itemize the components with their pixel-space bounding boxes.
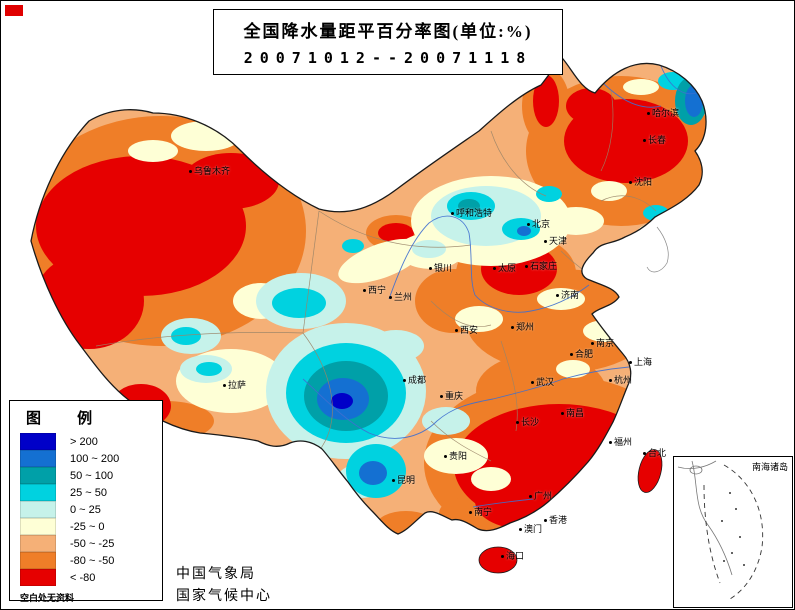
legend-range-label: 50 ~ 100 bbox=[70, 469, 114, 482]
legend-color-swatch bbox=[20, 484, 56, 501]
legend-color-swatch bbox=[20, 569, 56, 586]
legend-range-label: -50 ~ -25 bbox=[70, 537, 115, 550]
legend-range-label: < -80 bbox=[70, 571, 96, 584]
legend-range-label: -80 ~ -50 bbox=[70, 554, 115, 567]
legend-color-swatch bbox=[20, 501, 56, 518]
legend-row: 100 ~ 200 bbox=[20, 450, 162, 467]
legend-range-label: > 200 bbox=[70, 435, 98, 448]
corner-mark bbox=[5, 5, 23, 16]
legend-row: > 200 bbox=[20, 433, 162, 450]
legend-color-swatch bbox=[20, 450, 56, 467]
legend-color-swatch bbox=[20, 433, 56, 450]
inset-label: 南海诸岛 bbox=[751, 462, 788, 472]
legend-range-label: -25 ~ 0 bbox=[70, 520, 105, 533]
dark-blue-band-regions bbox=[331, 393, 353, 409]
province-borders bbox=[95, 90, 657, 462]
legend-title: 图 例 bbox=[26, 410, 109, 427]
legend-range-label: 100 ~ 200 bbox=[70, 452, 120, 465]
islands bbox=[478, 449, 663, 574]
legend-range-label: 25 ~ 50 bbox=[70, 486, 108, 499]
legend-color-swatch bbox=[20, 467, 56, 484]
legend-row: -80 ~ -50 bbox=[20, 552, 162, 569]
south-china-sea-inset: 南海诸岛 bbox=[673, 456, 793, 608]
map-date-range: 20071012--20071118 bbox=[243, 49, 533, 67]
korea-coast-outline bbox=[646, 226, 669, 273]
legend-color-swatch bbox=[20, 535, 56, 552]
footer-organization: 中国气象局 国家气候中心 bbox=[176, 563, 272, 606]
org-name-line1: 中国气象局 bbox=[176, 565, 256, 581]
legend-row: 25 ~ 50 bbox=[20, 484, 162, 501]
rivers bbox=[302, 65, 697, 508]
legend-row: -50 ~ -25 bbox=[20, 535, 162, 552]
legend-range-label: 0 ~ 25 bbox=[70, 503, 101, 516]
legend-row: -25 ~ 0 bbox=[20, 518, 162, 535]
legend-color-swatch bbox=[20, 552, 56, 569]
legend-box: 图 例 > 200 100 ~ 200 50 ~ 100 25 ~ 50 0 ~… bbox=[9, 400, 163, 603]
legend-row: 50 ~ 100 bbox=[20, 467, 162, 484]
legend-row: 0 ~ 25 bbox=[20, 501, 162, 518]
hainan-island bbox=[478, 546, 518, 574]
map-title-box: 全国降水量距平百分率图(单位:%) 20071012--20071118 bbox=[213, 9, 563, 75]
org-name-line2: 国家气候中心 bbox=[176, 586, 272, 603]
legend-color-swatch bbox=[20, 518, 56, 535]
map-title: 全国降水量距平百分率图(单位:%) bbox=[243, 22, 533, 41]
taiwan-island bbox=[637, 449, 663, 493]
legend-rows: > 200 100 ~ 200 50 ~ 100 25 ~ 50 0 ~ 25 … bbox=[20, 433, 162, 586]
inset-map bbox=[677, 460, 764, 600]
legend-row: < -80 bbox=[20, 569, 162, 586]
legend-no-data-note: 空白处无资料 bbox=[20, 593, 75, 603]
